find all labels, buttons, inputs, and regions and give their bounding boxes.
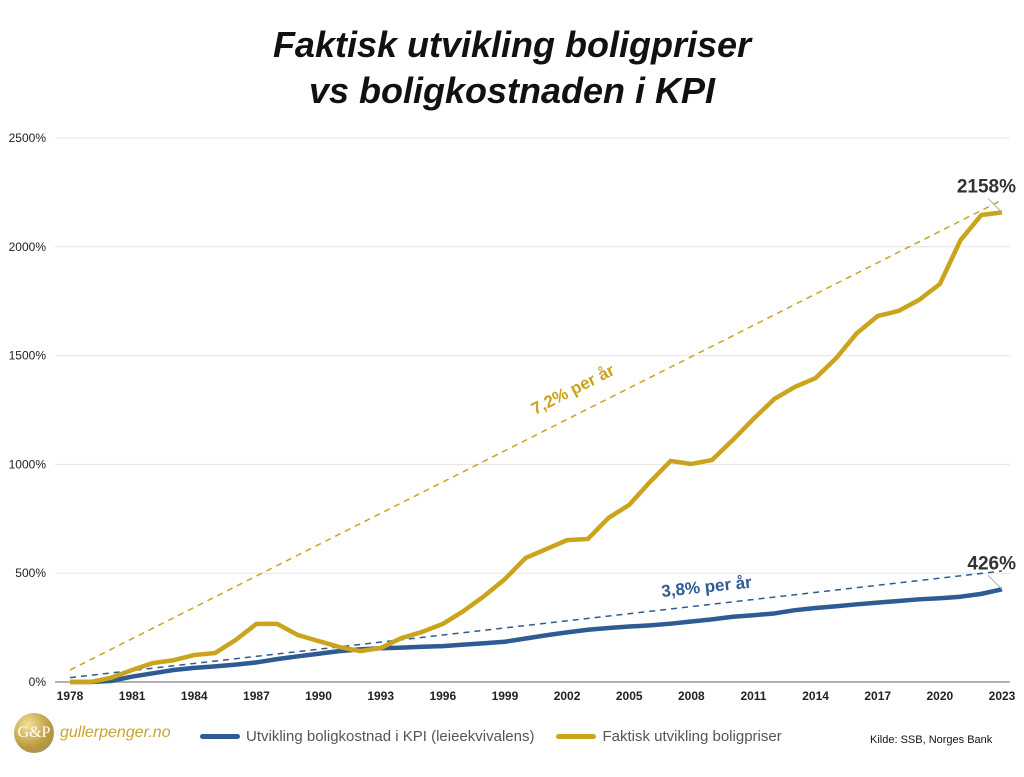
x-tick-label: 1984 xyxy=(181,689,208,703)
x-tick-label: 1990 xyxy=(305,689,332,703)
x-tick-label: 2005 xyxy=(616,689,643,703)
x-tick-label: 1987 xyxy=(243,689,270,703)
x-tick-label: 2002 xyxy=(554,689,581,703)
y-tick-label: 0% xyxy=(29,675,47,689)
x-tick-label: 2020 xyxy=(927,689,954,703)
x-tick-label: 1993 xyxy=(367,689,394,703)
logo-mark: G&P xyxy=(14,713,54,753)
logo-text: gullerpenger.no xyxy=(60,724,171,741)
x-tick-label: 2014 xyxy=(802,689,829,703)
label-leader xyxy=(987,574,1003,590)
series-line xyxy=(70,587,1003,685)
x-tick-label: 2011 xyxy=(740,689,766,703)
y-tick-label: 2500% xyxy=(9,131,47,145)
x-tick-label: 2017 xyxy=(864,689,891,703)
source-note: Kilde: SSB, Norges Bank xyxy=(870,734,993,746)
legend-swatch xyxy=(200,734,240,739)
trend-label: 3,8% per år xyxy=(660,573,753,601)
x-tick-label: 1981 xyxy=(119,689,146,703)
legend-item-prices: Faktisk utvikling boligpriser xyxy=(556,728,782,745)
legend-item-kpi: Utvikling boligkostnad i KPI (leieekviva… xyxy=(200,728,534,745)
legend-label: Utvikling boligkostnad i KPI (leieekviva… xyxy=(246,728,535,745)
x-tick-label: 1978 xyxy=(57,689,84,703)
trend-line xyxy=(69,570,1003,679)
chart-title: Faktisk utvikling boligpriser vs boligko… xyxy=(0,22,1024,114)
trend-label: 7,2% per år xyxy=(528,360,618,418)
x-tick-label: 2008 xyxy=(678,689,705,703)
end-value-label: 426% xyxy=(967,553,1016,574)
x-tick-label: 1999 xyxy=(492,689,519,703)
trend-line xyxy=(69,199,1003,671)
y-tick-label: 2000% xyxy=(9,240,47,254)
y-tick-label: 1000% xyxy=(9,457,47,471)
x-tick-label: 1996 xyxy=(429,689,456,703)
title-line-2: vs boligkostnaden i KPI xyxy=(308,70,716,111)
y-tick-label: 500% xyxy=(15,566,46,580)
series-line xyxy=(70,210,1003,685)
legend: Utvikling boligkostnad i KPI (leieekviva… xyxy=(200,728,782,745)
y-tick-label: 1500% xyxy=(9,349,47,363)
legend-label: Faktisk utvikling boligpriser xyxy=(602,728,782,745)
label-leader xyxy=(987,198,1003,213)
title-line-1: Faktisk utvikling boligpriser xyxy=(272,24,752,65)
logo: G&P gullerpenger.no xyxy=(14,713,171,753)
x-tick-label: 2023 xyxy=(989,689,1016,703)
end-value-label: 2158% xyxy=(957,176,1016,197)
legend-swatch xyxy=(556,734,597,739)
